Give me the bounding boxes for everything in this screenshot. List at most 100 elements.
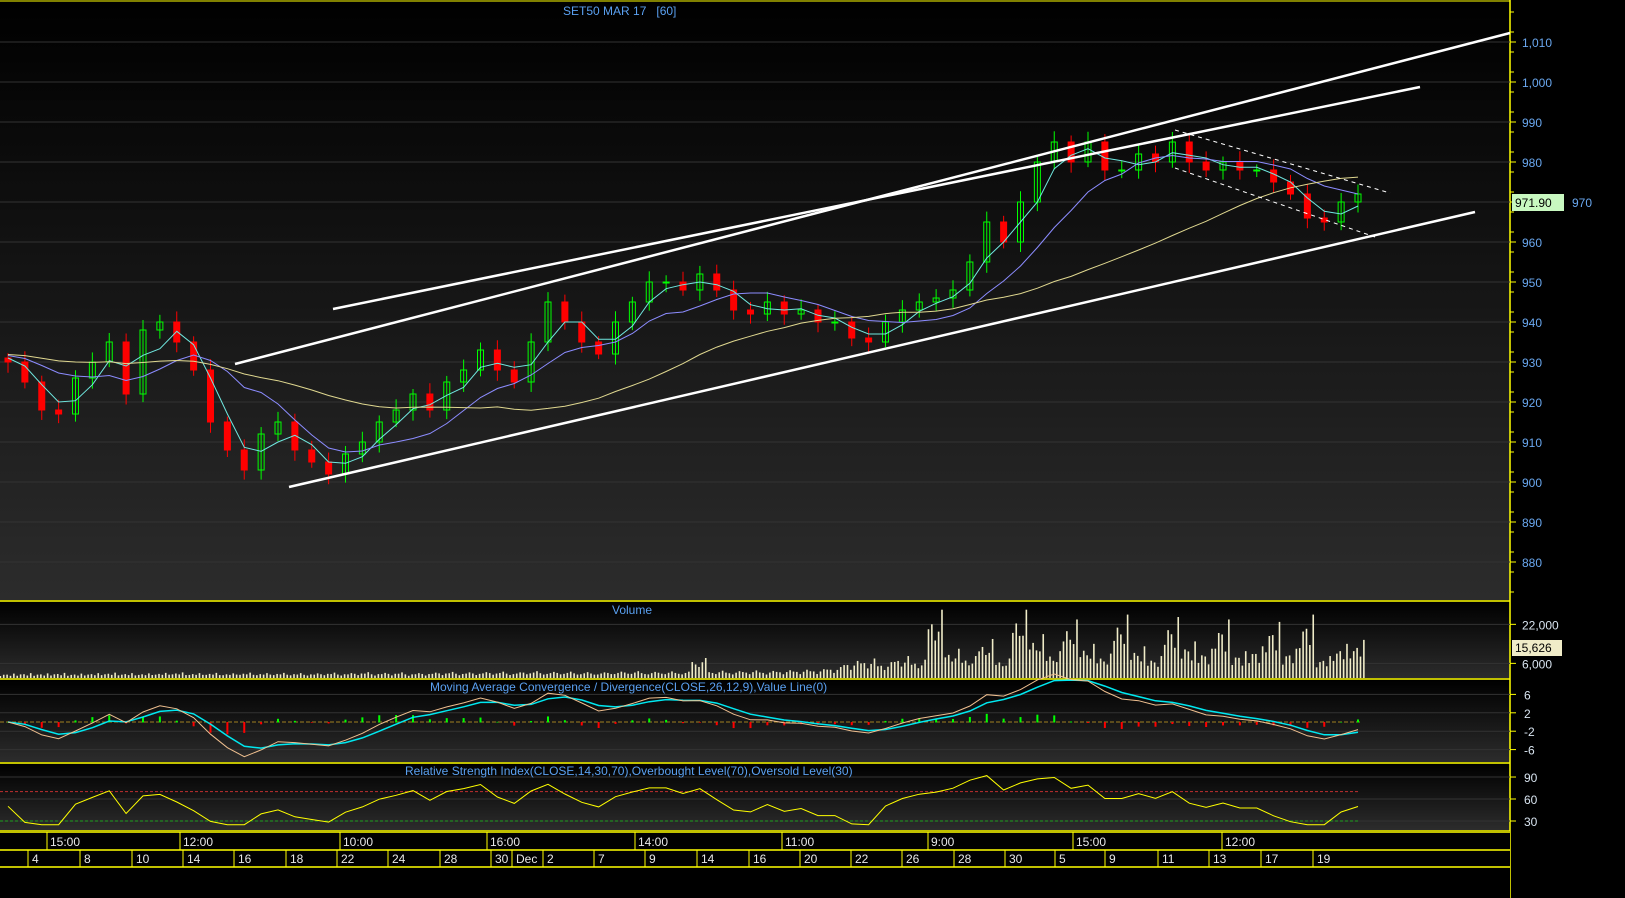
volume-bar: [630, 673, 633, 678]
date-label: 10: [136, 852, 150, 866]
volume-bar: [171, 674, 174, 678]
volume-bar: [121, 674, 123, 678]
volume-bar: [1336, 653, 1338, 678]
volume-bar: [603, 672, 606, 678]
volume-bar: [900, 666, 903, 678]
volume-bar: [232, 673, 235, 678]
volume-bar: [846, 665, 849, 678]
macd-histogram-bar: [1222, 722, 1224, 726]
volume-bar: [742, 672, 744, 678]
macd-histogram-bar: [209, 722, 212, 733]
volume-bar: [792, 671, 795, 678]
date-label: 18: [290, 852, 304, 866]
macd-histogram-bar: [1019, 717, 1022, 723]
volume-bar: [208, 673, 211, 678]
rsi-panel[interactable]: [0, 764, 1510, 830]
volume-bar: [785, 672, 788, 678]
volume-bar: [519, 672, 521, 678]
price-tick-label: 970: [1572, 196, 1592, 210]
candle-body: [1101, 141, 1109, 171]
price-panel[interactable]: [0, 0, 1510, 600]
volume-bar: [1268, 636, 1271, 678]
volume-bar: [634, 672, 636, 678]
volume-bar: [826, 669, 829, 678]
volume-bar: [316, 673, 319, 678]
volume-bar: [222, 675, 224, 678]
candle: [628, 296, 636, 331]
volume-bar: [252, 674, 255, 678]
last-price-label: 971.90: [1512, 194, 1564, 211]
volume-bar: [97, 673, 100, 678]
volume-bar: [1261, 646, 1264, 678]
volume-bar: [596, 674, 599, 678]
volume-bar: [823, 669, 825, 678]
volume-bar: [684, 672, 687, 678]
volume-bar: [812, 671, 815, 678]
macd-histogram-bar: [445, 718, 448, 723]
volume-bar: [411, 674, 413, 678]
candle-body: [595, 341, 603, 355]
candle: [223, 416, 231, 458]
volume-bar: [438, 673, 440, 678]
volume-bar: [667, 672, 670, 678]
volume-bar: [877, 666, 879, 678]
macd-histogram-bar: [428, 719, 431, 723]
macd-tick-label: -6: [1524, 744, 1535, 758]
volume-bar: [870, 663, 872, 678]
dashed-trend-line[interactable]: [1174, 167, 1376, 238]
rsi-tick-label: 30: [1524, 815, 1538, 829]
volume-bar: [1356, 647, 1358, 678]
candle: [1303, 184, 1311, 229]
date-label: 28: [958, 852, 972, 866]
macd-histogram-bar: [918, 718, 921, 723]
candle-body: [72, 377, 79, 415]
macd-histogram-bar: [57, 722, 60, 728]
candle: [983, 211, 991, 273]
macd-histogram-bar: [563, 720, 566, 723]
volume-bar: [175, 673, 177, 678]
volume-bar: [947, 654, 950, 678]
volume-bar: [401, 672, 403, 678]
volume-bar: [698, 666, 700, 678]
candle: [1118, 160, 1126, 179]
volume-bar: [583, 673, 586, 678]
macd-histogram-bar: [142, 717, 144, 723]
volume-bar: [576, 674, 579, 678]
candle-body: [325, 461, 333, 475]
volume-bar: [1099, 658, 1102, 678]
volume-bar: [1052, 660, 1055, 678]
volume-bar: [681, 674, 683, 678]
volume-bar: [29, 673, 32, 678]
volume-bar: [218, 675, 221, 678]
volume-bar: [1352, 651, 1355, 678]
volume-bar: [303, 674, 305, 678]
time-axis[interactable]: [0, 831, 1510, 898]
macd-histogram-bar: [260, 722, 263, 725]
candle: [747, 301, 754, 324]
candle-body: [38, 381, 46, 411]
volume-bar: [23, 674, 25, 678]
volume-bar: [134, 675, 137, 678]
candle: [679, 271, 687, 296]
candle-body: [223, 421, 231, 451]
volume-bar: [482, 673, 484, 678]
volume-bar: [657, 672, 660, 678]
volume-panel[interactable]: [0, 602, 1510, 678]
macd-histogram-bar: [597, 722, 600, 728]
volume-bar: [721, 670, 724, 678]
trend-channel-line[interactable]: [288, 210, 1476, 489]
dashed-trend-line[interactable]: [1174, 129, 1391, 194]
volume-bar: [529, 673, 532, 678]
date-label: 26: [906, 852, 920, 866]
volume-bar: [671, 671, 673, 678]
volume-bar: [924, 659, 926, 678]
macd-histogram-bar: [1036, 714, 1039, 723]
volume-bar: [1008, 658, 1011, 678]
volume-bar: [1174, 647, 1176, 678]
trend-channel-line[interactable]: [332, 85, 1421, 311]
volume-bar: [688, 671, 690, 678]
volume-bar: [937, 631, 940, 678]
candle-body: [527, 341, 535, 383]
volume-bar: [391, 675, 393, 678]
